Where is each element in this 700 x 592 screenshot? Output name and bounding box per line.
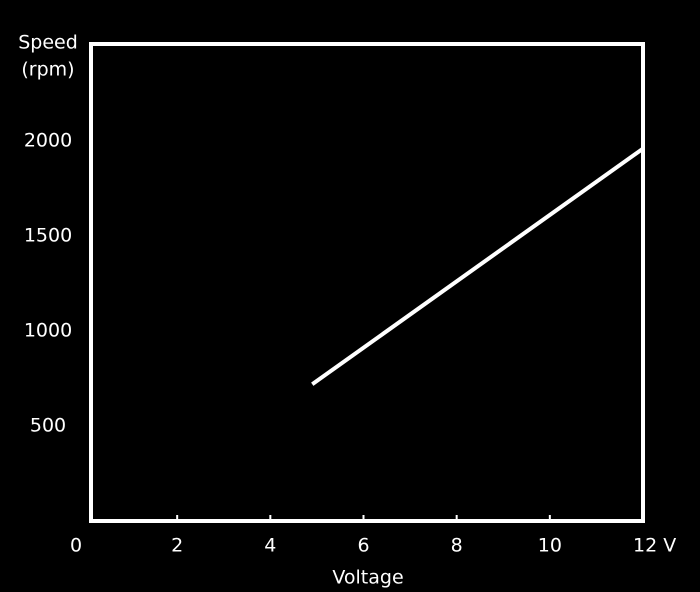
y-axis-label: (rpm): [21, 59, 74, 81]
x-tick-label: 12 V: [633, 535, 676, 557]
y-tick-label: 2000: [24, 130, 72, 152]
x-tick-label: 0: [70, 535, 82, 557]
grid: [93, 140, 641, 427]
x-tick-label: 4: [264, 535, 276, 557]
plot-frame: [89, 42, 645, 523]
x-axis-label: Voltage: [332, 567, 403, 589]
x-tick-label: 10: [538, 535, 562, 557]
y-tick-label: 1000: [24, 320, 72, 342]
y-axis-label: Speed: [18, 32, 78, 54]
x-tick-label: 6: [357, 535, 369, 557]
x-tick-label: 2: [171, 535, 183, 557]
y-tick-label: 1500: [24, 225, 72, 247]
y-tick-label: 500: [30, 415, 66, 437]
x-tick-label: 8: [451, 535, 463, 557]
line: [311, 146, 645, 386]
